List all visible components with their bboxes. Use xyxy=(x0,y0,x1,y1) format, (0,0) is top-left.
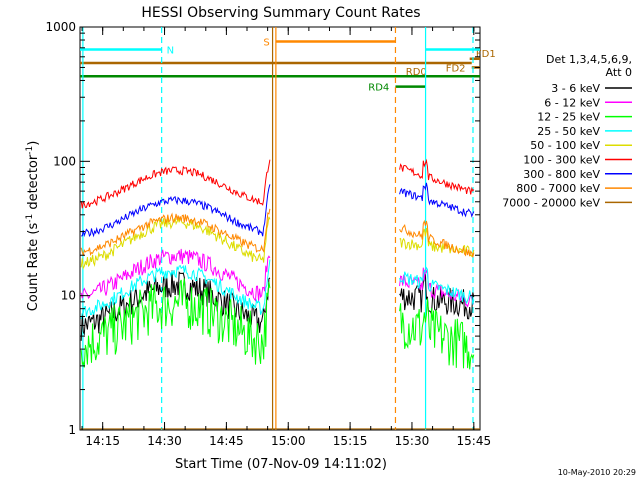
y-axis-label-mid: detector xyxy=(26,154,41,214)
y-tick-label: 10 xyxy=(61,289,76,303)
x-tick-label: 14:15 xyxy=(85,434,120,448)
series-line xyxy=(80,208,271,257)
legend-entry: 6 - 12 keV xyxy=(544,96,600,109)
x-axis-label: Start Time (07-Nov-09 14:11:02) xyxy=(175,457,387,472)
series-line xyxy=(399,182,475,218)
footer-timestamp: 10-May-2010 20:29 xyxy=(558,468,636,477)
flag-label: FD1 xyxy=(476,49,496,60)
series-line xyxy=(80,159,271,209)
legend-header: Det 1,3,4,5,6,9, xyxy=(546,53,632,66)
y-axis-label-end: ) xyxy=(26,141,41,146)
y-tick-label: 100 xyxy=(53,154,76,168)
flag-label: RD4 xyxy=(368,83,389,94)
x-tick-label: 14:45 xyxy=(209,434,244,448)
legend-entry: 300 - 800 keV xyxy=(523,168,600,181)
legend-entry: 12 - 25 keV xyxy=(537,111,600,124)
axes-ticks: 14:15 14:30 14:45 15:00 15:15 15:30 15:45 1 10 10… xyxy=(45,20,491,448)
legend-entry: 50 - 100 keV xyxy=(530,139,600,152)
y-tick-label: 1 xyxy=(68,423,76,437)
series-line xyxy=(399,274,475,320)
flag-bars: N S RD0 RD4 FD1 FD2 xyxy=(80,37,496,94)
legend-entry: 7000 - 20000 keV xyxy=(502,196,600,209)
y-axis-label-exp1: -1 xyxy=(25,214,35,223)
series-line xyxy=(399,266,475,305)
series-line xyxy=(399,158,475,195)
legend-entry: 100 - 300 keV xyxy=(523,154,600,167)
series-line xyxy=(81,184,271,238)
legend-entry: 3 - 6 keV xyxy=(551,82,600,95)
legend-entry: 800 - 7000 keV xyxy=(516,182,600,195)
chart-title: HESSI Observing Summary Count Rates xyxy=(141,5,420,21)
flag-label: FD2 xyxy=(446,63,466,74)
flag-label: RD0 xyxy=(406,67,427,78)
x-tick-label: 15:30 xyxy=(395,434,430,448)
y-tick-label: 1000 xyxy=(45,20,76,34)
y-axis-label: Count Rate (s-1 detector-1) xyxy=(25,141,41,312)
legend-entry: 25 - 50 keV xyxy=(537,125,600,138)
flag-label: N xyxy=(167,45,174,56)
series-line xyxy=(80,259,271,320)
legend-header: Att 0 xyxy=(606,66,632,79)
series-line xyxy=(80,216,271,270)
boundary-lines xyxy=(82,27,474,430)
series-lines xyxy=(80,158,480,430)
x-tick-label: 15:00 xyxy=(271,434,306,448)
x-tick-label: 15:45 xyxy=(457,434,492,448)
x-tick-label: 14:30 xyxy=(147,434,182,448)
plot-frame xyxy=(79,26,481,431)
y-axis-label-main: Count Rate (s xyxy=(26,223,41,312)
series-line xyxy=(399,298,475,370)
flag-label: S xyxy=(263,37,269,48)
series-line xyxy=(399,219,475,258)
y-axis-label-exp2: -1 xyxy=(25,146,35,155)
series-line xyxy=(399,227,475,258)
series-line xyxy=(80,248,271,302)
x-tick-label: 15:15 xyxy=(333,434,368,448)
series-line xyxy=(80,278,271,368)
